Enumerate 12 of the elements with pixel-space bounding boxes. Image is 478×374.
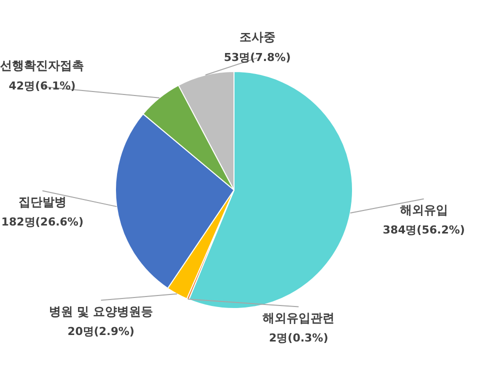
data-label: 182명(26.6%) [1, 216, 84, 229]
data-label: 42명(6.1%) [8, 79, 76, 92]
data-label: 384명(56.2%) [382, 224, 465, 237]
slice-label: 해외유입 [400, 202, 448, 217]
data-label: 20명(2.9%) [68, 325, 134, 338]
slice-label: 병원 및 요양병원등 [48, 304, 154, 318]
slice-label: 집단발병 [18, 194, 66, 209]
slice-label: 해외유입관련 [262, 310, 335, 325]
slice-label: 선행확진자접촉 [0, 58, 84, 73]
data-label: 2명(0.3%) [269, 332, 328, 345]
slice-label: 조사중 [239, 30, 276, 44]
data-label: 53명(7.8%) [224, 50, 291, 64]
